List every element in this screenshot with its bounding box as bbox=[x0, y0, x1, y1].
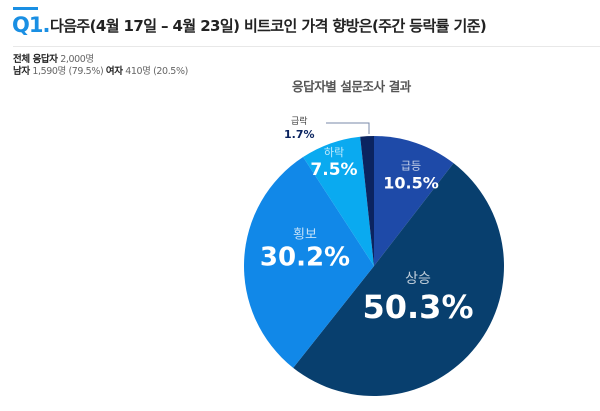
slice-name: 급락 bbox=[290, 117, 308, 127]
chart-title: 응답자별 설문조사 결과 bbox=[292, 79, 411, 94]
slice-label-4: 급락 1.7% bbox=[284, 117, 315, 141]
page-title: 다음주(4월 17일 – 4월 23일) 비트코인 가격 향방은(주간 등락률 … bbox=[50, 17, 487, 35]
slice-value: 10.5% bbox=[383, 173, 439, 193]
slice-value: 7.5% bbox=[310, 160, 358, 180]
slice-label-2: 횡보 30.2% bbox=[260, 224, 350, 273]
pie-slice-0 bbox=[374, 136, 454, 266]
slice-label-3: 하락 7.5% bbox=[310, 144, 357, 180]
slice-value: 30.2% bbox=[259, 242, 351, 273]
stats-gender: 남자 1,590명 (79.5%) 여자 410명 (20.5%) bbox=[13, 66, 188, 77]
question-accent-bar bbox=[13, 7, 38, 10]
slice-label-0: 급등 10.5% bbox=[383, 158, 439, 193]
slice-name: 상승 bbox=[405, 271, 431, 287]
slice-label-1: 상승 50.3% bbox=[362, 268, 473, 326]
stats-total: 전체 응답자 2,000명 bbox=[13, 54, 94, 65]
pie-slices bbox=[244, 136, 505, 397]
slice-name: 하락 bbox=[323, 146, 345, 159]
pie-slice-4 bbox=[360, 136, 374, 266]
leader-line bbox=[326, 122, 370, 134]
slice-name: 급등 bbox=[400, 159, 422, 173]
header-divider bbox=[13, 46, 600, 47]
pie-slice-2 bbox=[244, 157, 374, 368]
respondent-stats: 전체 응답자 2,000명 남자 1,590명 (79.5%) 여자 410명 … bbox=[13, 54, 188, 78]
question-number: Q1. bbox=[12, 13, 50, 37]
slice-value: 1.7% bbox=[284, 128, 315, 141]
slice-value: 50.3% bbox=[362, 288, 474, 326]
pie-slice-1 bbox=[293, 163, 505, 397]
slice-name: 횡보 bbox=[293, 227, 317, 243]
pie-slice-3 bbox=[303, 136, 374, 266]
